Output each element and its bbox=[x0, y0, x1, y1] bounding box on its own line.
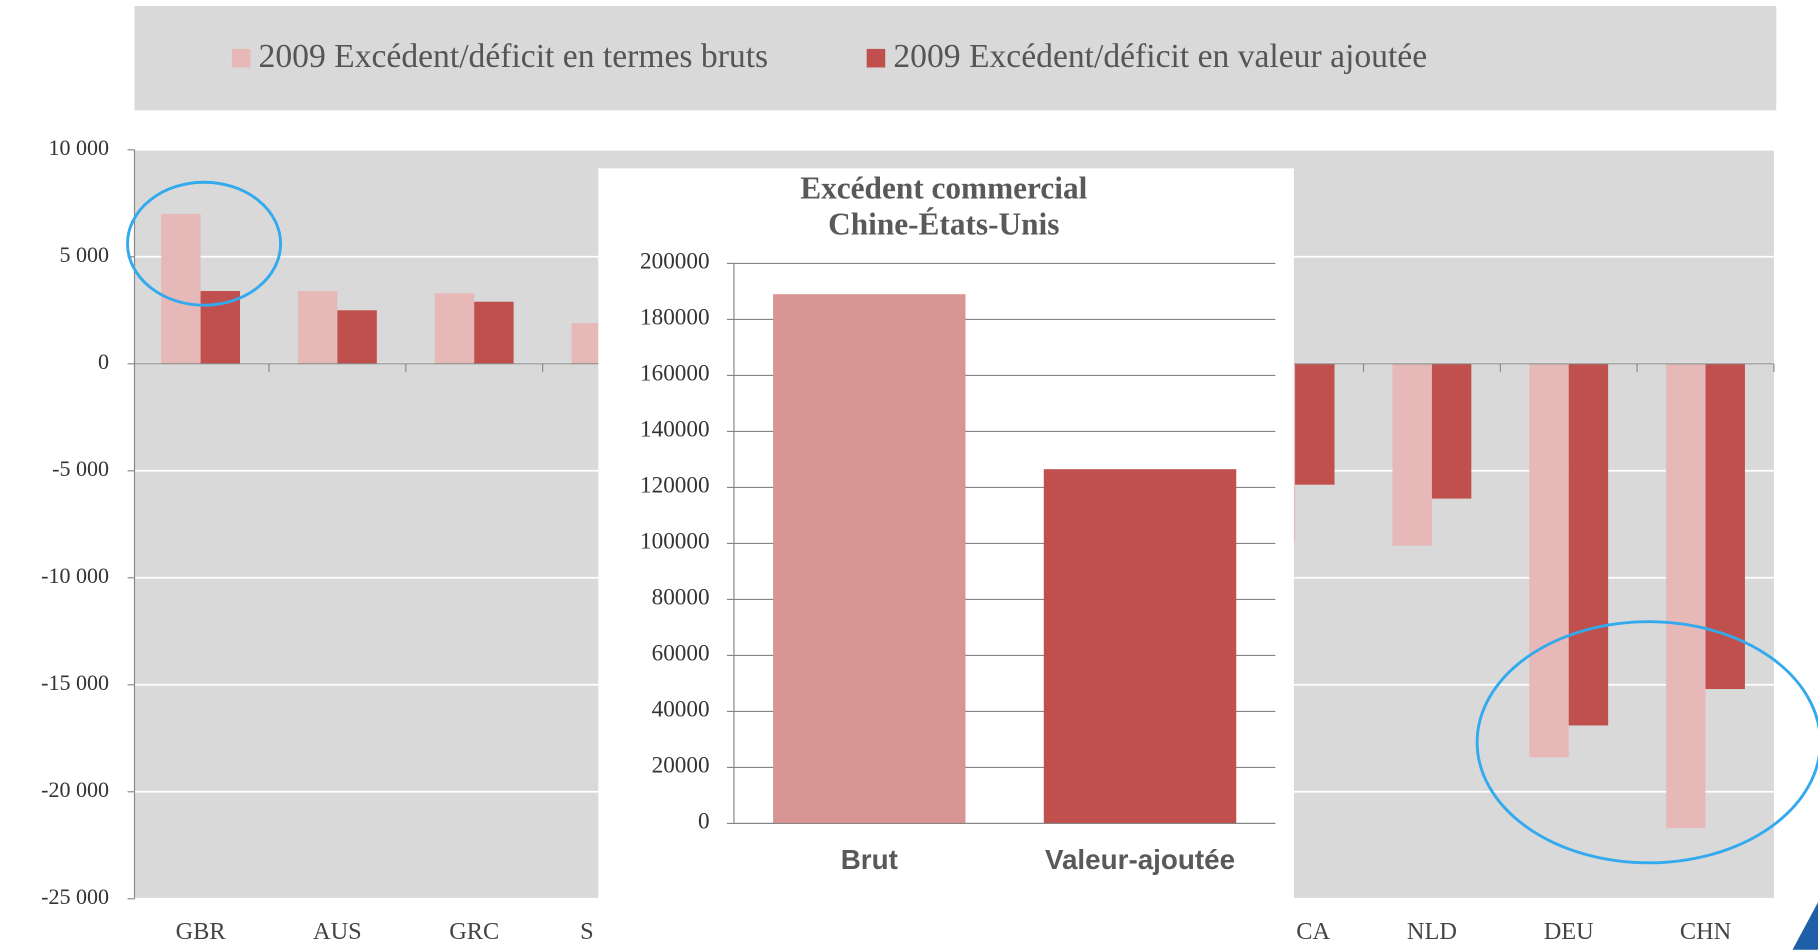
x-tick-label: CHN bbox=[1680, 918, 1732, 945]
x-tick-label: GBR bbox=[176, 918, 227, 945]
bar bbox=[337, 310, 377, 364]
x-tick-label: GRC bbox=[449, 918, 499, 945]
legend-label: 2009 Excédent/déficit en termes bruts bbox=[259, 38, 769, 75]
y-tick-label: 5 000 bbox=[59, 242, 109, 267]
corner-decoration bbox=[1792, 902, 1818, 950]
y-tick-label: -15 000 bbox=[41, 670, 109, 695]
legend-label: 2009 Excédent/déficit en valeur ajoutée bbox=[893, 38, 1427, 75]
legend-swatch bbox=[866, 48, 886, 68]
legend-swatch bbox=[231, 48, 251, 68]
y-tick-label: -5 000 bbox=[52, 456, 109, 481]
bar bbox=[474, 301, 514, 364]
y-tick-label: 40000 bbox=[652, 697, 710, 723]
x-tick-label: Valeur-ajoutée bbox=[1045, 844, 1235, 875]
x-tick-label: S bbox=[580, 918, 594, 945]
main-chart: -25 000 -20 000 -15 000 -10 000 -5 000 0 5 000… bbox=[41, 38, 1775, 945]
bar bbox=[773, 294, 966, 824]
y-tick-label: 100000 bbox=[640, 529, 710, 555]
legend-box bbox=[134, 6, 1777, 111]
y-tick-label: 0 bbox=[98, 349, 109, 374]
y-tick-label: 200000 bbox=[640, 249, 710, 275]
x-tick-label: Brut bbox=[841, 844, 898, 875]
y-tick-label: 60000 bbox=[652, 641, 710, 667]
highlight-ellipse bbox=[126, 180, 283, 307]
y-tick-label: 20000 bbox=[652, 753, 710, 779]
bar bbox=[1295, 363, 1335, 485]
y-tick-label: 0 bbox=[698, 809, 710, 835]
y-tick-label: 140000 bbox=[640, 417, 710, 443]
bar bbox=[1043, 469, 1237, 824]
y-tick-label: -10 000 bbox=[41, 563, 109, 588]
x-tick-label: CA bbox=[1296, 918, 1330, 945]
inset-title: Excédent commercial bbox=[800, 171, 1087, 206]
bar bbox=[1568, 363, 1609, 726]
y-tick-label: 180000 bbox=[640, 305, 710, 331]
bar bbox=[161, 213, 201, 364]
x-tick-label: NLD bbox=[1407, 918, 1457, 945]
y-tick-label: -20 000 bbox=[41, 777, 109, 802]
y-tick-label: 10 000 bbox=[48, 135, 109, 160]
y-tick-label: -25 000 bbox=[41, 884, 109, 909]
x-tick-label: AUS bbox=[313, 918, 362, 945]
y-tick-label: 80000 bbox=[652, 585, 710, 611]
bar bbox=[434, 293, 475, 364]
highlight-ellipse bbox=[1475, 620, 1818, 865]
bar bbox=[1666, 363, 1706, 829]
bar bbox=[297, 291, 338, 364]
x-tick-label: DEU bbox=[1544, 918, 1594, 945]
bar bbox=[1529, 363, 1569, 758]
bar bbox=[1431, 363, 1472, 499]
y-tick-label: 120000 bbox=[640, 473, 710, 499]
bar bbox=[1392, 363, 1432, 546]
inset-title: Chine-États-Unis bbox=[828, 207, 1059, 242]
y-tick-label: 160000 bbox=[640, 361, 710, 387]
